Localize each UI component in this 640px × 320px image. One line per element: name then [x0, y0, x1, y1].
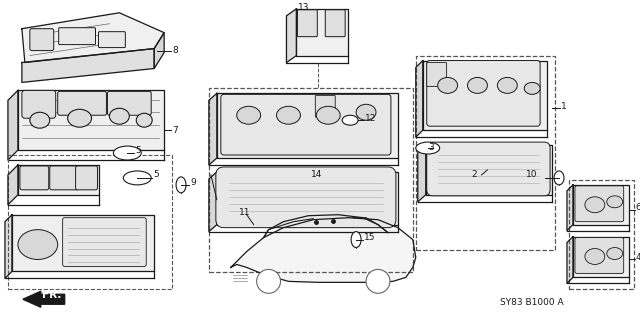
Ellipse shape: [554, 171, 564, 185]
Ellipse shape: [416, 142, 440, 154]
FancyBboxPatch shape: [76, 166, 97, 190]
Ellipse shape: [68, 109, 92, 127]
Polygon shape: [573, 185, 628, 225]
Bar: [416, 56, 555, 250]
FancyBboxPatch shape: [427, 60, 540, 126]
Text: 12: 12: [365, 114, 376, 123]
FancyBboxPatch shape: [22, 90, 56, 118]
FancyBboxPatch shape: [298, 10, 317, 37]
Text: 8: 8: [172, 46, 178, 55]
Polygon shape: [5, 215, 12, 278]
Bar: [569, 180, 634, 289]
FancyBboxPatch shape: [575, 186, 624, 222]
Polygon shape: [573, 236, 628, 277]
Polygon shape: [231, 218, 416, 282]
FancyBboxPatch shape: [59, 28, 95, 44]
Polygon shape: [209, 172, 217, 232]
Ellipse shape: [607, 196, 623, 208]
Ellipse shape: [342, 115, 358, 125]
Ellipse shape: [351, 232, 361, 248]
Ellipse shape: [585, 249, 605, 264]
Ellipse shape: [176, 177, 186, 193]
Polygon shape: [567, 236, 573, 283]
Polygon shape: [296, 9, 348, 56]
FancyBboxPatch shape: [427, 62, 447, 86]
FancyBboxPatch shape: [63, 218, 146, 267]
Text: 6: 6: [636, 203, 640, 212]
Polygon shape: [217, 172, 398, 225]
Text: 11: 11: [239, 208, 250, 217]
Ellipse shape: [497, 77, 517, 93]
Polygon shape: [209, 93, 217, 165]
FancyBboxPatch shape: [575, 237, 624, 273]
Ellipse shape: [356, 104, 376, 120]
Circle shape: [366, 269, 390, 293]
Text: 9: 9: [190, 178, 196, 188]
Text: 14: 14: [310, 171, 322, 180]
Text: 10: 10: [525, 171, 537, 180]
Bar: [8, 155, 172, 289]
Polygon shape: [18, 165, 99, 195]
Polygon shape: [423, 60, 547, 130]
FancyBboxPatch shape: [325, 10, 345, 37]
Polygon shape: [8, 165, 18, 205]
Ellipse shape: [237, 106, 260, 124]
Text: 15: 15: [364, 233, 376, 242]
Polygon shape: [154, 33, 164, 68]
Ellipse shape: [524, 83, 540, 94]
FancyBboxPatch shape: [58, 92, 106, 115]
Ellipse shape: [124, 171, 151, 185]
Ellipse shape: [113, 146, 141, 160]
Polygon shape: [426, 145, 552, 195]
Ellipse shape: [18, 230, 58, 260]
Text: 2: 2: [472, 171, 477, 180]
FancyBboxPatch shape: [221, 94, 391, 155]
Polygon shape: [12, 215, 154, 271]
Bar: [209, 88, 413, 272]
FancyBboxPatch shape: [108, 92, 151, 115]
Polygon shape: [567, 185, 573, 231]
Polygon shape: [287, 9, 296, 62]
Ellipse shape: [438, 77, 458, 93]
Ellipse shape: [607, 248, 623, 260]
Text: 3: 3: [429, 143, 435, 152]
Polygon shape: [416, 60, 423, 137]
Text: 13: 13: [298, 3, 309, 12]
FancyBboxPatch shape: [20, 166, 49, 190]
Ellipse shape: [30, 112, 50, 128]
Circle shape: [257, 269, 280, 293]
Text: FR.: FR.: [42, 290, 61, 300]
FancyBboxPatch shape: [316, 95, 335, 117]
Text: 4: 4: [636, 253, 640, 262]
FancyBboxPatch shape: [427, 142, 550, 196]
FancyBboxPatch shape: [50, 166, 79, 190]
Ellipse shape: [585, 197, 605, 213]
Polygon shape: [418, 145, 426, 202]
Polygon shape: [22, 13, 164, 62]
Polygon shape: [22, 49, 154, 83]
Ellipse shape: [109, 108, 129, 124]
Text: 5: 5: [153, 171, 159, 180]
Polygon shape: [18, 90, 164, 150]
Polygon shape: [217, 93, 398, 158]
FancyArrow shape: [23, 291, 65, 307]
Ellipse shape: [316, 106, 340, 124]
Ellipse shape: [276, 106, 300, 124]
Text: 5: 5: [135, 146, 141, 155]
Text: 1: 1: [561, 102, 567, 111]
Ellipse shape: [136, 113, 152, 127]
Text: 7: 7: [172, 126, 178, 135]
FancyBboxPatch shape: [99, 32, 125, 48]
FancyBboxPatch shape: [30, 29, 54, 51]
Ellipse shape: [467, 77, 488, 93]
Text: SY83 B1000 A: SY83 B1000 A: [500, 298, 564, 307]
Polygon shape: [8, 90, 18, 160]
FancyBboxPatch shape: [216, 167, 396, 228]
